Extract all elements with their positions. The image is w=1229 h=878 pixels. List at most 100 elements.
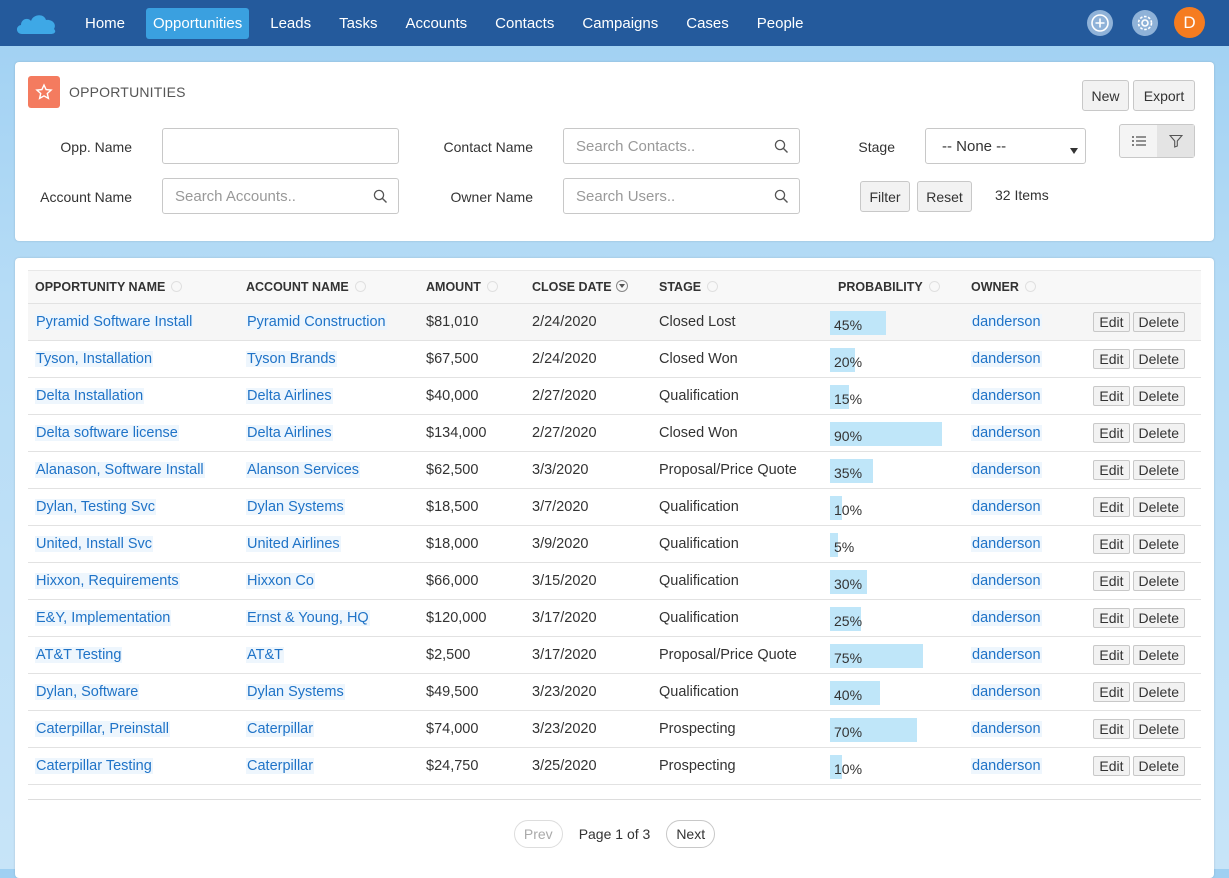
- delete-button[interactable]: Delete: [1132, 423, 1185, 443]
- export-button[interactable]: Export: [1133, 80, 1195, 111]
- sort-icon[interactable]: [171, 281, 183, 292]
- next-button[interactable]: Next: [666, 820, 716, 848]
- opportunity-link[interactable]: Hixxon, Requirements: [35, 573, 180, 589]
- delete-button[interactable]: Delete: [1132, 534, 1185, 554]
- avatar[interactable]: D: [1174, 7, 1205, 38]
- nav-item-cases[interactable]: Cases: [686, 14, 729, 32]
- account-search-input[interactable]: Search Accounts..: [162, 178, 399, 214]
- delete-button[interactable]: Delete: [1132, 386, 1185, 406]
- edit-button[interactable]: Edit: [1093, 534, 1130, 554]
- sort-desc-icon[interactable]: [615, 280, 628, 292]
- opportunity-link[interactable]: Dylan, Software: [35, 684, 140, 700]
- edit-button[interactable]: Edit: [1093, 460, 1130, 480]
- edit-button[interactable]: Edit: [1093, 386, 1130, 406]
- owner-link[interactable]: danderson: [971, 758, 1042, 774]
- opportunity-link[interactable]: Dylan, Testing Svc: [35, 499, 157, 515]
- opportunity-link[interactable]: Delta software license: [35, 425, 179, 441]
- owner-link[interactable]: danderson: [971, 499, 1042, 515]
- opportunity-link[interactable]: Caterpillar Testing: [35, 758, 153, 774]
- account-link[interactable]: Caterpillar: [246, 758, 315, 774]
- col-opportunity-name[interactable]: OPPORTUNITY NAME: [28, 270, 239, 304]
- edit-button[interactable]: Edit: [1093, 349, 1130, 369]
- opportunity-link[interactable]: United, Install Svc: [35, 536, 154, 552]
- delete-button[interactable]: Delete: [1132, 682, 1185, 702]
- delete-button[interactable]: Delete: [1132, 312, 1185, 332]
- owner-link[interactable]: danderson: [971, 388, 1042, 404]
- account-link[interactable]: Hixxon Co: [246, 573, 315, 589]
- prev-button[interactable]: Prev: [513, 820, 563, 848]
- edit-button[interactable]: Edit: [1093, 571, 1130, 591]
- opp-name-input[interactable]: [162, 128, 399, 164]
- reset-button[interactable]: Reset: [917, 181, 972, 212]
- contact-search-input[interactable]: Search Contacts..: [563, 128, 800, 164]
- edit-button[interactable]: Edit: [1093, 756, 1130, 776]
- sort-icon[interactable]: [1024, 281, 1036, 292]
- opportunity-link[interactable]: Tyson, Installation: [35, 351, 154, 367]
- col-amount[interactable]: AMOUNT: [419, 270, 525, 304]
- owner-link[interactable]: danderson: [971, 536, 1042, 552]
- account-link[interactable]: United Airlines: [246, 536, 341, 552]
- account-link[interactable]: Dylan Systems: [246, 499, 345, 515]
- edit-button[interactable]: Edit: [1093, 682, 1130, 702]
- nav-item-contacts[interactable]: Contacts: [495, 14, 555, 32]
- col-close-date[interactable]: CLOSE DATE: [525, 270, 652, 304]
- nav-item-campaigns[interactable]: Campaigns: [582, 14, 659, 32]
- opportunity-link[interactable]: Pyramid Software Install: [35, 314, 194, 330]
- edit-button[interactable]: Edit: [1093, 497, 1130, 517]
- delete-button[interactable]: Delete: [1132, 756, 1185, 776]
- opportunity-link[interactable]: AT&T Testing: [35, 647, 123, 663]
- owner-link[interactable]: danderson: [971, 425, 1042, 441]
- delete-button[interactable]: Delete: [1132, 571, 1185, 591]
- nav-item-accounts[interactable]: Accounts: [405, 14, 468, 32]
- account-link[interactable]: Dylan Systems: [246, 684, 345, 700]
- account-link[interactable]: Pyramid Construction: [246, 314, 387, 330]
- edit-button[interactable]: Edit: [1093, 312, 1130, 332]
- delete-button[interactable]: Delete: [1132, 645, 1185, 665]
- col-stage[interactable]: STAGE: [652, 270, 826, 304]
- delete-button[interactable]: Delete: [1132, 460, 1185, 480]
- delete-button[interactable]: Delete: [1132, 349, 1185, 369]
- delete-button[interactable]: Delete: [1132, 608, 1185, 628]
- delete-button[interactable]: Delete: [1132, 497, 1185, 517]
- sort-icon[interactable]: [354, 281, 366, 292]
- account-link[interactable]: Delta Airlines: [246, 388, 333, 404]
- nav-item-leads[interactable]: Leads: [270, 14, 312, 32]
- account-link[interactable]: Ernst & Young, HQ: [246, 610, 370, 626]
- owner-link[interactable]: danderson: [971, 684, 1042, 700]
- edit-button[interactable]: Edit: [1093, 423, 1130, 443]
- sort-icon[interactable]: [486, 281, 498, 292]
- owner-link[interactable]: danderson: [971, 462, 1042, 478]
- col-owner[interactable]: OWNER: [964, 270, 1071, 304]
- new-button[interactable]: New: [1082, 80, 1129, 111]
- opportunity-link[interactable]: Alanason, Software Install: [35, 462, 205, 478]
- col-probability[interactable]: PROBABILITY: [826, 270, 964, 304]
- account-link[interactable]: Tyson Brands: [246, 351, 337, 367]
- owner-link[interactable]: danderson: [971, 721, 1042, 737]
- owner-link[interactable]: danderson: [971, 647, 1042, 663]
- sort-icon[interactable]: [928, 281, 940, 292]
- owner-link[interactable]: danderson: [971, 573, 1042, 589]
- delete-button[interactable]: Delete: [1132, 719, 1185, 739]
- cloud-logo[interactable]: [14, 9, 58, 37]
- filter-funnel-icon[interactable]: [1157, 125, 1194, 157]
- gear-icon[interactable]: [1132, 9, 1158, 36]
- account-link[interactable]: Delta Airlines: [246, 425, 333, 441]
- account-link[interactable]: AT&T: [246, 647, 284, 663]
- edit-button[interactable]: Edit: [1093, 719, 1130, 739]
- account-link[interactable]: Caterpillar: [246, 721, 315, 737]
- nav-item-opportunities[interactable]: Opportunities: [146, 7, 250, 39]
- owner-link[interactable]: danderson: [971, 610, 1042, 626]
- add-circle-icon[interactable]: [1087, 9, 1113, 36]
- owner-link[interactable]: danderson: [971, 314, 1042, 330]
- owner-link[interactable]: danderson: [971, 351, 1042, 367]
- opportunity-link[interactable]: E&Y, Implementation: [35, 610, 172, 626]
- col-account-name[interactable]: ACCOUNT NAME: [239, 270, 419, 304]
- filter-button[interactable]: Filter: [860, 181, 910, 212]
- owner-search-input[interactable]: Search Users..: [563, 178, 800, 214]
- opportunity-link[interactable]: Caterpillar, Preinstall: [35, 721, 170, 737]
- edit-button[interactable]: Edit: [1093, 645, 1130, 665]
- nav-item-home[interactable]: Home: [85, 14, 126, 32]
- nav-item-people[interactable]: People: [756, 14, 804, 32]
- nav-item-tasks[interactable]: Tasks: [339, 14, 378, 32]
- stage-select[interactable]: -- None --: [925, 128, 1086, 164]
